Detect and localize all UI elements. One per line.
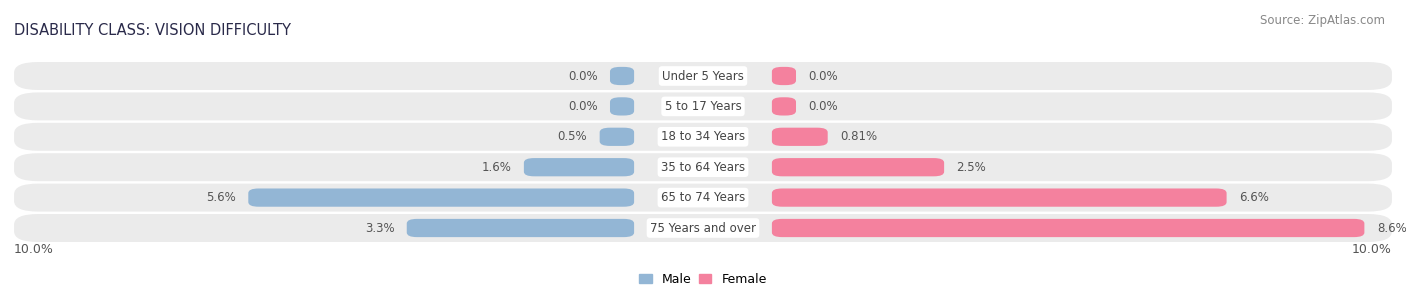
Text: 8.6%: 8.6% xyxy=(1376,222,1406,234)
FancyBboxPatch shape xyxy=(14,123,1392,151)
Text: 0.5%: 0.5% xyxy=(558,130,588,143)
Text: 5 to 17 Years: 5 to 17 Years xyxy=(665,100,741,113)
FancyBboxPatch shape xyxy=(610,67,634,85)
FancyBboxPatch shape xyxy=(610,97,634,116)
Text: 6.6%: 6.6% xyxy=(1239,191,1268,204)
Text: 5.6%: 5.6% xyxy=(207,191,236,204)
Text: Under 5 Years: Under 5 Years xyxy=(662,70,744,82)
Text: 75 Years and over: 75 Years and over xyxy=(650,222,756,234)
Text: 10.0%: 10.0% xyxy=(14,244,53,256)
FancyBboxPatch shape xyxy=(772,188,1226,207)
Text: 10.0%: 10.0% xyxy=(1353,244,1392,256)
FancyBboxPatch shape xyxy=(772,158,945,176)
Text: 18 to 34 Years: 18 to 34 Years xyxy=(661,130,745,143)
FancyBboxPatch shape xyxy=(14,184,1392,212)
Text: 0.0%: 0.0% xyxy=(808,100,838,113)
FancyBboxPatch shape xyxy=(772,128,828,146)
Legend: Male, Female: Male, Female xyxy=(640,273,766,286)
FancyBboxPatch shape xyxy=(14,92,1392,120)
FancyBboxPatch shape xyxy=(14,153,1392,181)
Text: 0.0%: 0.0% xyxy=(568,70,598,82)
FancyBboxPatch shape xyxy=(599,128,634,146)
FancyBboxPatch shape xyxy=(406,219,634,237)
Text: 35 to 64 Years: 35 to 64 Years xyxy=(661,161,745,174)
Text: 0.81%: 0.81% xyxy=(841,130,877,143)
Text: 3.3%: 3.3% xyxy=(364,222,394,234)
FancyBboxPatch shape xyxy=(14,214,1392,242)
Text: Source: ZipAtlas.com: Source: ZipAtlas.com xyxy=(1260,14,1385,27)
Text: 1.6%: 1.6% xyxy=(482,161,512,174)
FancyBboxPatch shape xyxy=(772,67,796,85)
Text: 2.5%: 2.5% xyxy=(956,161,986,174)
FancyBboxPatch shape xyxy=(14,62,1392,90)
FancyBboxPatch shape xyxy=(524,158,634,176)
FancyBboxPatch shape xyxy=(772,219,1364,237)
Text: DISABILITY CLASS: VISION DIFFICULTY: DISABILITY CLASS: VISION DIFFICULTY xyxy=(14,23,291,38)
Text: 0.0%: 0.0% xyxy=(568,100,598,113)
Text: 65 to 74 Years: 65 to 74 Years xyxy=(661,191,745,204)
Text: 0.0%: 0.0% xyxy=(808,70,838,82)
FancyBboxPatch shape xyxy=(249,188,634,207)
FancyBboxPatch shape xyxy=(772,97,796,116)
